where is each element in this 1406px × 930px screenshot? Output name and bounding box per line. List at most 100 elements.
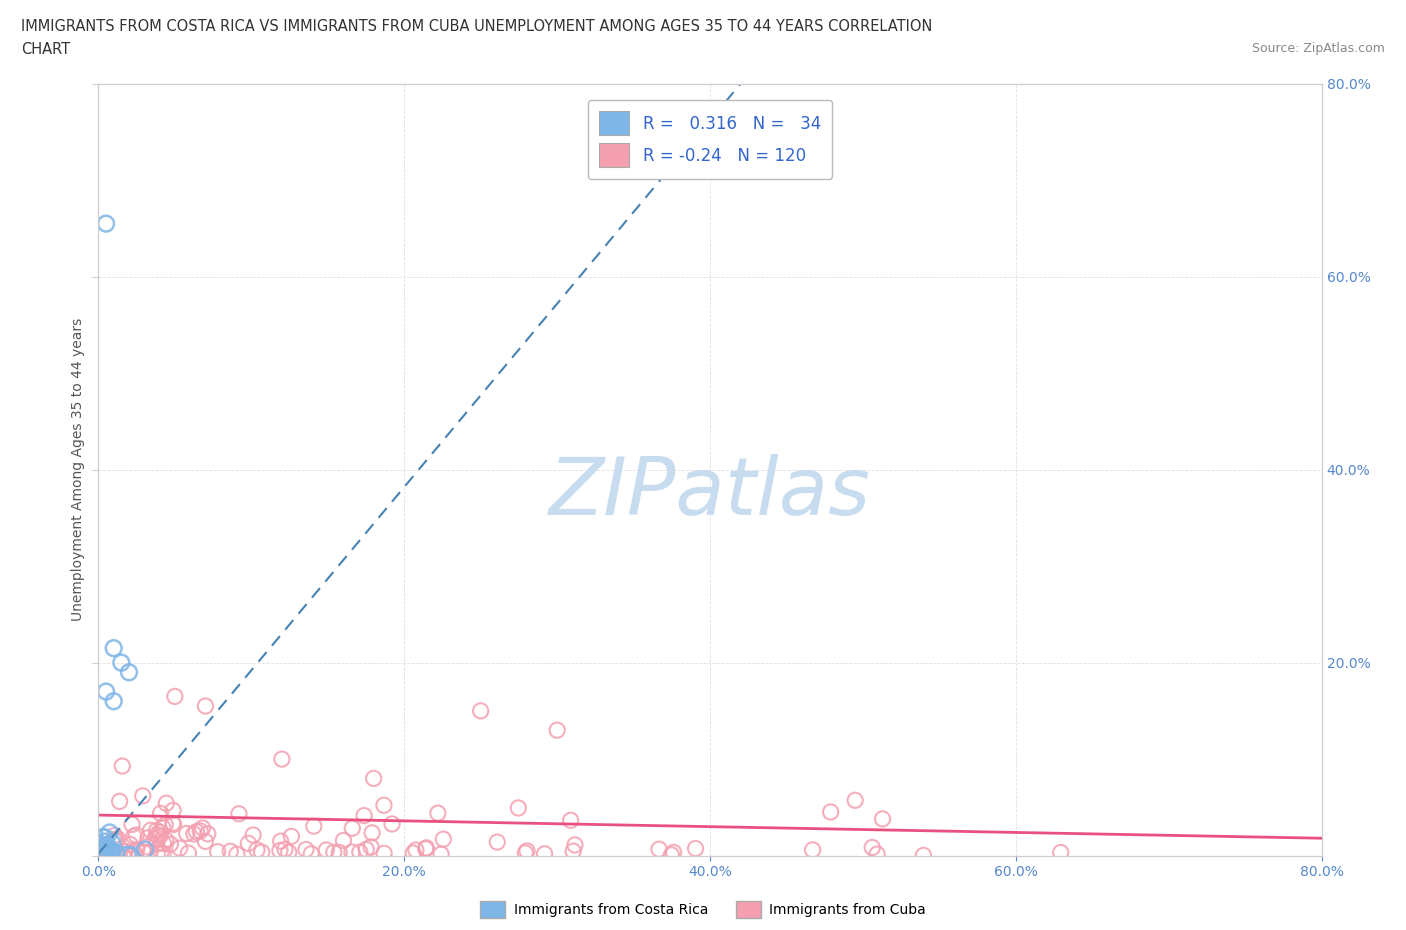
Point	[93, 834, 115, 849]
Point	[188, 823, 211, 838]
Point	[163, 689, 186, 704]
Point	[415, 841, 437, 856]
Text: IMMIGRANTS FROM COSTA RICA VS IMMIGRANTS FROM CUBA UNEMPLOYMENT AMONG AGES 35 TO: IMMIGRANTS FROM COSTA RICA VS IMMIGRANTS…	[21, 19, 932, 33]
Point	[363, 771, 385, 786]
Point	[486, 834, 509, 849]
Point	[132, 845, 155, 860]
Point	[470, 703, 492, 718]
Point	[844, 792, 866, 807]
Point	[280, 829, 302, 844]
Point	[94, 840, 117, 855]
Point	[342, 821, 364, 836]
Point	[122, 829, 145, 844]
Point	[340, 844, 363, 859]
Point	[685, 841, 707, 856]
Point	[94, 844, 117, 859]
Point	[402, 845, 425, 860]
Point	[103, 833, 125, 848]
Point	[274, 842, 297, 857]
Point	[872, 812, 894, 827]
Point	[93, 844, 115, 858]
Point	[100, 844, 122, 859]
Point	[148, 825, 170, 840]
Point	[94, 838, 117, 853]
Point	[89, 842, 111, 857]
Point	[662, 845, 685, 860]
Point	[432, 831, 454, 846]
Point	[94, 216, 117, 231]
Point	[105, 845, 128, 860]
Point	[152, 820, 174, 835]
Point	[361, 826, 384, 841]
Point	[860, 840, 883, 855]
Point	[186, 824, 208, 839]
Point	[96, 837, 118, 852]
Point	[94, 684, 117, 699]
Point	[183, 827, 205, 842]
Point	[111, 759, 134, 774]
Point	[207, 844, 229, 859]
Point	[121, 848, 143, 863]
Point	[162, 816, 184, 830]
Point	[107, 831, 129, 846]
Point	[242, 828, 264, 843]
Point	[516, 844, 538, 858]
Text: Source: ZipAtlas.com: Source: ZipAtlas.com	[1251, 42, 1385, 55]
Point	[114, 844, 136, 858]
Point	[299, 846, 322, 861]
Y-axis label: Unemployment Among Ages 35 to 44 years: Unemployment Among Ages 35 to 44 years	[70, 318, 84, 621]
Point	[246, 843, 269, 857]
Point	[177, 845, 200, 860]
Point	[353, 808, 375, 823]
Point	[110, 656, 132, 671]
Point	[866, 846, 889, 861]
Point	[349, 844, 371, 859]
Point	[98, 825, 121, 840]
Point	[108, 794, 131, 809]
Point	[515, 845, 537, 860]
Point	[90, 843, 112, 857]
Text: CHART: CHART	[21, 42, 70, 57]
Point	[139, 845, 162, 860]
Point	[103, 828, 125, 843]
Point	[191, 820, 214, 835]
Point	[101, 844, 124, 858]
Point	[143, 831, 166, 846]
Point	[270, 751, 292, 766]
Point	[228, 806, 250, 821]
Point	[560, 813, 582, 828]
Point	[149, 829, 172, 844]
Point	[250, 844, 273, 859]
Point	[125, 828, 148, 843]
Point	[426, 805, 449, 820]
Point	[96, 842, 118, 857]
Point	[155, 817, 177, 832]
Point	[139, 823, 162, 838]
Point	[270, 834, 292, 849]
Point	[194, 698, 217, 713]
Point	[121, 817, 143, 831]
Point	[146, 828, 169, 843]
Point	[89, 836, 111, 851]
Point	[373, 846, 395, 861]
Point	[238, 836, 260, 851]
Point	[373, 798, 395, 813]
Point	[197, 827, 219, 842]
Point	[104, 831, 127, 846]
Point	[315, 843, 337, 857]
Point	[97, 845, 120, 860]
Point	[100, 843, 122, 857]
Point	[94, 830, 117, 844]
Point	[94, 848, 117, 863]
Point	[155, 832, 177, 847]
Point	[322, 844, 344, 859]
Point	[93, 847, 115, 862]
Legend: Immigrants from Costa Rica, Immigrants from Cuba: Immigrants from Costa Rica, Immigrants f…	[475, 896, 931, 923]
Text: ZIPatlas: ZIPatlas	[548, 454, 872, 532]
Point	[152, 836, 174, 851]
Point	[117, 847, 139, 862]
Point	[332, 833, 354, 848]
Point	[302, 818, 325, 833]
Point	[169, 841, 191, 856]
Point	[91, 843, 114, 857]
